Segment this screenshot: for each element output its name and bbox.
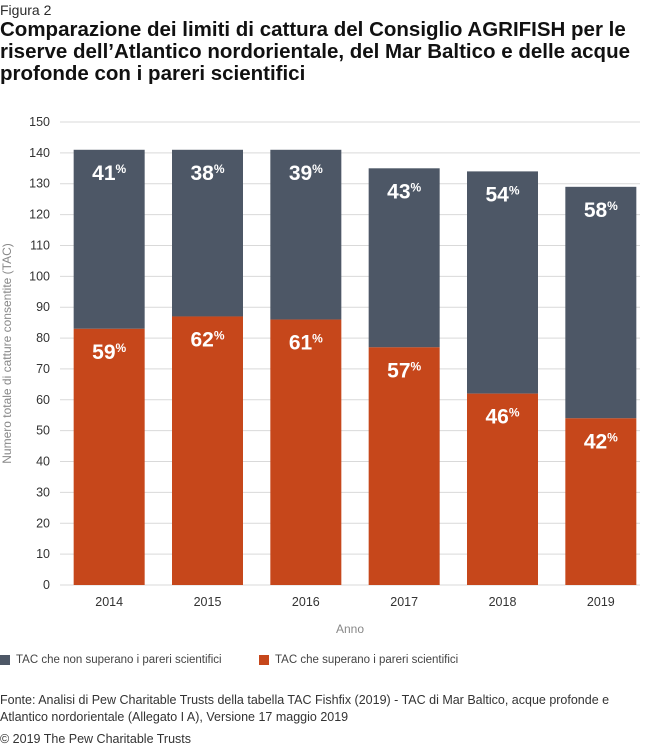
- y-tick-label: 50: [36, 424, 50, 438]
- y-tick-label: 10: [36, 547, 50, 561]
- data-label-not-exceeding: 41%: [92, 162, 126, 185]
- x-tick-label: 2017: [390, 595, 418, 609]
- y-tick-label: 140: [29, 146, 50, 160]
- legend-swatch-not-exceeding: [0, 655, 10, 665]
- data-label-exceeding: 46%: [485, 406, 519, 429]
- y-tick-label: 120: [29, 208, 50, 222]
- y-tick-label: 70: [36, 362, 50, 376]
- bar-not-exceeding: [467, 171, 538, 394]
- data-label-not-exceeding: 54%: [485, 183, 519, 206]
- y-tick-label: 40: [36, 455, 50, 469]
- data-label-exceeding: 59%: [92, 341, 126, 364]
- y-tick-label: 0: [43, 578, 50, 592]
- x-tick-label: 2014: [95, 595, 123, 609]
- stacked-bar-chart: 0 10 20 30 40 50 60 70 80 90 100 110 120 130 140 150 Num…: [0, 115, 640, 636]
- x-axis-title: Anno: [336, 622, 364, 636]
- legend-item-exceeding: TAC che superano i pareri scientifici: [259, 654, 458, 666]
- bar-not-exceeding: [172, 149, 243, 317]
- chart-title: Comparazione dei limiti di cattura del C…: [0, 18, 630, 85]
- y-tick-label: 100: [29, 269, 50, 283]
- x-tick-label: 2015: [194, 595, 222, 609]
- bar-exceeding: [368, 347, 440, 585]
- source-note: Fonte: Analisi di Pew Charitable Trusts …: [0, 693, 610, 724]
- x-tick-label: 2019: [587, 595, 615, 609]
- y-tick-label: 90: [36, 300, 50, 314]
- figure-label: Figura 2: [0, 2, 52, 18]
- data-label-not-exceeding: 39%: [289, 162, 323, 185]
- bar-not-exceeding: [270, 149, 342, 320]
- x-tick-label: 2016: [292, 595, 320, 609]
- x-tick-label: 2018: [489, 595, 517, 609]
- bar-exceeding: [565, 418, 637, 585]
- data-label-not-exceeding: 43%: [387, 180, 421, 203]
- bar-exceeding: [467, 393, 538, 585]
- legend-label-exceeding: TAC che superano i pareri scientifici: [275, 654, 459, 666]
- bar-exceeding: [172, 316, 243, 585]
- y-tick-label: 80: [36, 331, 50, 345]
- y-tick-label: 30: [36, 485, 50, 499]
- data-label-exceeding: 42%: [584, 430, 618, 453]
- copyright-note: © 2019 The Pew Charitable Trusts: [0, 732, 192, 746]
- data-label-exceeding: 62%: [190, 328, 224, 351]
- data-label-not-exceeding: 38%: [190, 162, 224, 185]
- y-tick-label: 60: [36, 393, 50, 407]
- y-tick-label: 150: [29, 115, 50, 129]
- bar-not-exceeding: [368, 168, 440, 348]
- data-label-not-exceeding: 58%: [584, 199, 618, 222]
- y-tick-label: 20: [36, 516, 50, 530]
- legend-item-not-exceeding: TAC che non superano i pareri scientific…: [0, 654, 222, 666]
- bar-exceeding: [73, 328, 145, 585]
- bar-not-exceeding: [565, 186, 637, 419]
- y-tick-label: 130: [29, 177, 50, 191]
- data-label-exceeding: 57%: [387, 359, 421, 382]
- legend-swatch-exceeding: [259, 655, 269, 665]
- bar-not-exceeding: [73, 149, 145, 329]
- y-tick-label: 110: [30, 238, 50, 252]
- y-axis-title: Numero totale di catture consentite (TAC…: [0, 243, 14, 464]
- chart-legend: TAC che non superano i pareri scientific…: [0, 654, 650, 672]
- bar-exceeding: [270, 319, 342, 585]
- data-label-exceeding: 61%: [289, 332, 323, 355]
- legend-label-not-exceeding: TAC che non superano i pareri scientific…: [16, 654, 222, 666]
